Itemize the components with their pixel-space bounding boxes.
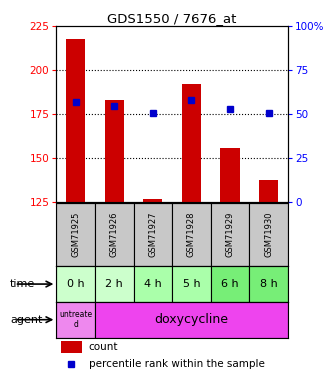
Bar — [61, 341, 82, 352]
Text: untreate
d: untreate d — [59, 310, 92, 329]
Text: time: time — [10, 279, 35, 289]
Bar — [95, 266, 133, 302]
Bar — [66, 39, 85, 203]
Bar — [220, 148, 240, 202]
Text: 0 h: 0 h — [67, 279, 84, 289]
Text: GSM71928: GSM71928 — [187, 211, 196, 257]
Bar — [56, 266, 95, 302]
Bar — [95, 202, 133, 266]
Bar — [56, 302, 95, 338]
Text: percentile rank within the sample: percentile rank within the sample — [89, 359, 264, 369]
Bar — [172, 266, 211, 302]
Text: count: count — [89, 342, 118, 352]
Bar — [211, 266, 249, 302]
Text: GSM71927: GSM71927 — [148, 211, 157, 257]
Text: 5 h: 5 h — [183, 279, 200, 289]
Text: agent: agent — [10, 315, 42, 325]
Text: GSM71930: GSM71930 — [264, 211, 273, 257]
Text: doxycycline: doxycycline — [155, 313, 228, 326]
Title: GDS1550 / 7676_at: GDS1550 / 7676_at — [108, 12, 237, 25]
Text: 6 h: 6 h — [221, 279, 239, 289]
Text: GSM71925: GSM71925 — [71, 211, 80, 257]
Bar — [211, 202, 249, 266]
Bar — [259, 180, 278, 203]
Bar — [95, 302, 288, 338]
Text: 4 h: 4 h — [144, 279, 162, 289]
Text: GSM71929: GSM71929 — [225, 211, 235, 257]
Text: 2 h: 2 h — [105, 279, 123, 289]
Bar — [105, 100, 124, 202]
Text: GSM71926: GSM71926 — [110, 211, 119, 257]
Bar — [143, 199, 163, 202]
Bar — [182, 84, 201, 203]
Bar — [249, 266, 288, 302]
Bar — [133, 266, 172, 302]
Bar — [172, 202, 211, 266]
Text: 8 h: 8 h — [260, 279, 277, 289]
Bar — [249, 202, 288, 266]
Bar — [56, 202, 95, 266]
Bar — [133, 202, 172, 266]
